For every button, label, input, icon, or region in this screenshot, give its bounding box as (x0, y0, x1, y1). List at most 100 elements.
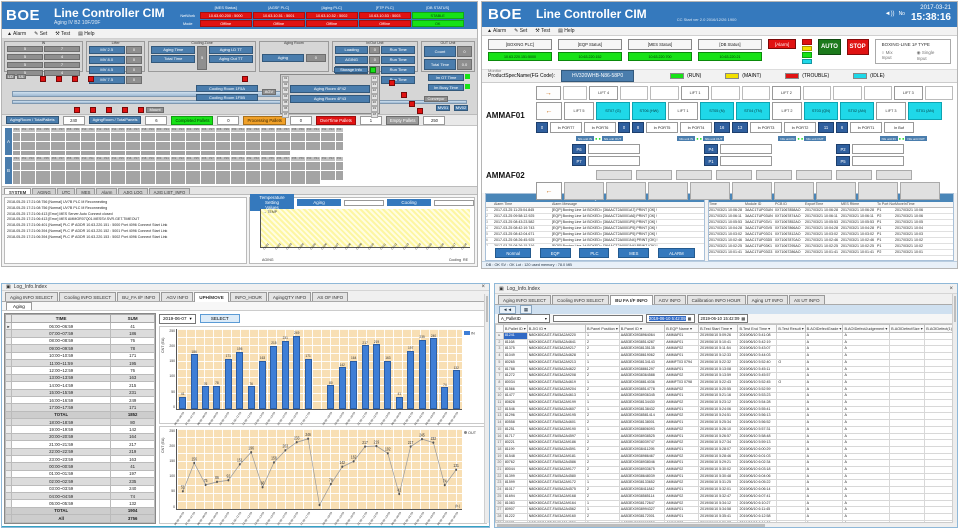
pallet-cell[interactable] (223, 141, 230, 146)
pallet-cell[interactable] (88, 170, 95, 175)
pallet-cell[interactable] (283, 166, 290, 171)
table-row[interactable]: 23:00~23:59 163 (5, 455, 155, 464)
pallet-cell[interactable] (133, 150, 140, 156)
table-row[interactable]: 2017/03/21 10:04:28 3AAC1TUP03V5 0X7106786… (709, 226, 953, 233)
pallet-cell[interactable] (320, 141, 328, 146)
date-to-picker[interactable]: 2019-06-10 15:42:09 ▦ (697, 314, 749, 323)
pallet-cell[interactable] (80, 170, 88, 175)
pallet-cell[interactable] (215, 132, 223, 137)
status-button-label[interactable]: [EQP Status] (558, 39, 622, 51)
pallet-cell[interactable] (43, 137, 50, 142)
col-b-eqp-name[interactable]: B.EQP Name ▾ (664, 324, 700, 333)
pallet-cell[interactable] (328, 170, 335, 175)
pallet-cell[interactable] (313, 166, 320, 171)
pallet-cell[interactable] (223, 180, 230, 185)
pallet-cell[interactable] (268, 132, 275, 137)
pallet-cell[interactable] (238, 170, 245, 175)
pallet-cell[interactable] (80, 161, 88, 166)
pallet-cell[interactable] (88, 161, 95, 166)
menu-item-help[interactable]: ▤ Help (558, 28, 575, 35)
table-row[interactable]: 17 80221 N80X80CAGT-FA03A2A9186 2 AAB3EX0938… (495, 439, 957, 447)
pallet-cell[interactable] (208, 141, 215, 146)
bar[interactable] (258, 360, 267, 409)
pallet-cell[interactable] (13, 161, 20, 166)
pallet-cell[interactable] (103, 146, 110, 151)
col-b-aoidefectgrade[interactable]: B.AOIDefectGrade ▾ (804, 324, 844, 333)
pallet-cell[interactable] (260, 161, 268, 166)
status-button-label[interactable]: [BOXING PLC] (488, 39, 552, 51)
bl-tab-agingqty-info[interactable]: AgingQTY INFO (267, 292, 312, 301)
pallet-cell[interactable] (268, 137, 275, 142)
pallet-cell[interactable] (185, 175, 193, 180)
pallet-cell[interactable] (283, 137, 290, 142)
table-row[interactable]: 08:00~08:59 76 (5, 336, 155, 346)
pallet-cell[interactable] (80, 141, 88, 146)
cooling-setpoint-field[interactable] (434, 199, 474, 206)
pallet-cell[interactable] (298, 170, 305, 175)
pallet-cell[interactable] (215, 180, 223, 185)
pallet-cell[interactable] (320, 166, 328, 171)
pallet-cell[interactable] (245, 180, 253, 185)
pallet-cell[interactable] (133, 146, 140, 151)
pallet-cell[interactable] (185, 150, 193, 156)
pallet-cell[interactable] (178, 170, 185, 175)
table-row[interactable]: 9 81566 N80X80CAGT-FA03A2A9204 2 AAB3EX09385… (495, 385, 957, 394)
pallet-cell[interactable] (163, 141, 170, 146)
pallet-cell[interactable] (320, 175, 328, 180)
pallet-cell[interactable] (268, 141, 275, 146)
pallet-cell[interactable] (193, 150, 200, 156)
radio-single-input[interactable]: ◉ Single Input (916, 50, 935, 62)
pallet-cell[interactable] (170, 132, 178, 137)
pallet-cell[interactable] (215, 141, 223, 146)
pallet-cell[interactable] (58, 146, 65, 151)
pallet-cell[interactable] (268, 161, 275, 166)
pallet-cell[interactable] (20, 170, 28, 175)
pallet-cell[interactable] (103, 141, 110, 146)
menu-item-test[interactable]: ⚒ Test (535, 28, 551, 35)
pallet-cell[interactable] (260, 180, 268, 185)
pallet-cell[interactable] (313, 137, 320, 142)
pallet-cell[interactable] (13, 141, 20, 146)
pallet-cell[interactable] (268, 150, 275, 156)
pallet-cell[interactable] (335, 175, 343, 180)
pallet-cell[interactable] (238, 146, 245, 151)
bl-tab-bu-fa-i-f-info[interactable]: BU_FA I/F INFO (117, 292, 161, 301)
col-b-aoidefectjudgement[interactable]: B.AOIDefectJudgement ▾ (842, 324, 891, 333)
pallet-cell[interactable] (73, 150, 80, 156)
bar[interactable] (270, 345, 278, 409)
pallet-cell[interactable] (35, 146, 43, 151)
pallet-cell[interactable] (65, 146, 73, 151)
pallet-cell[interactable] (73, 175, 80, 180)
port-label[interactable]: In PORT5 (646, 122, 678, 134)
table-row[interactable]: 4 81049 N80X80CAGT-FA05A2A4628 1 AAB3EX09386… (495, 352, 957, 360)
pallet-cell[interactable] (20, 166, 28, 171)
bar[interactable] (247, 386, 255, 409)
pallet-cell[interactable] (95, 175, 103, 180)
table-row[interactable]: 2017/03/21 10:03:02 3AAC1TUP03O1 0X7106781… (709, 232, 953, 239)
pallet-cell[interactable] (95, 137, 103, 142)
pallet-cell[interactable] (253, 161, 260, 166)
pallet-cell[interactable] (200, 141, 208, 146)
pallet-cell[interactable] (95, 180, 103, 185)
pallet-cell[interactable] (58, 166, 65, 171)
pallet-cell[interactable] (43, 150, 50, 156)
pallet-cell[interactable] (125, 166, 133, 171)
pallet-cell[interactable] (140, 170, 148, 175)
pallet-cell[interactable] (275, 132, 283, 137)
pallet-cell[interactable] (305, 161, 313, 166)
pallet-cell[interactable] (320, 170, 328, 175)
pallet-cell[interactable] (200, 132, 208, 137)
pallet-cell[interactable] (118, 150, 125, 156)
pallet-cell[interactable] (133, 141, 140, 146)
menu-item-alarm[interactable]: ▲ Alarm (7, 30, 27, 37)
pallet-cell[interactable] (50, 132, 58, 137)
pallet-cell[interactable] (103, 166, 110, 171)
pallet-cell[interactable] (230, 180, 238, 185)
pallet-cell[interactable] (313, 141, 320, 146)
pallet-cell[interactable] (118, 132, 125, 137)
table-row[interactable]: 15:00~15:59 231 (5, 388, 155, 397)
table-row[interactable]: 2980871N80X80CAGT-FA05A2A45561AAB3EX0938… (495, 519, 957, 522)
pallet-cell[interactable] (215, 175, 223, 180)
pallet-cell[interactable] (28, 180, 35, 185)
pallet-cell[interactable] (163, 146, 170, 151)
